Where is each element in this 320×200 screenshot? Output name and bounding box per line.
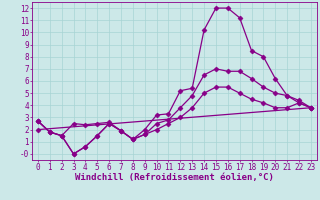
X-axis label: Windchill (Refroidissement éolien,°C): Windchill (Refroidissement éolien,°C) xyxy=(75,173,274,182)
